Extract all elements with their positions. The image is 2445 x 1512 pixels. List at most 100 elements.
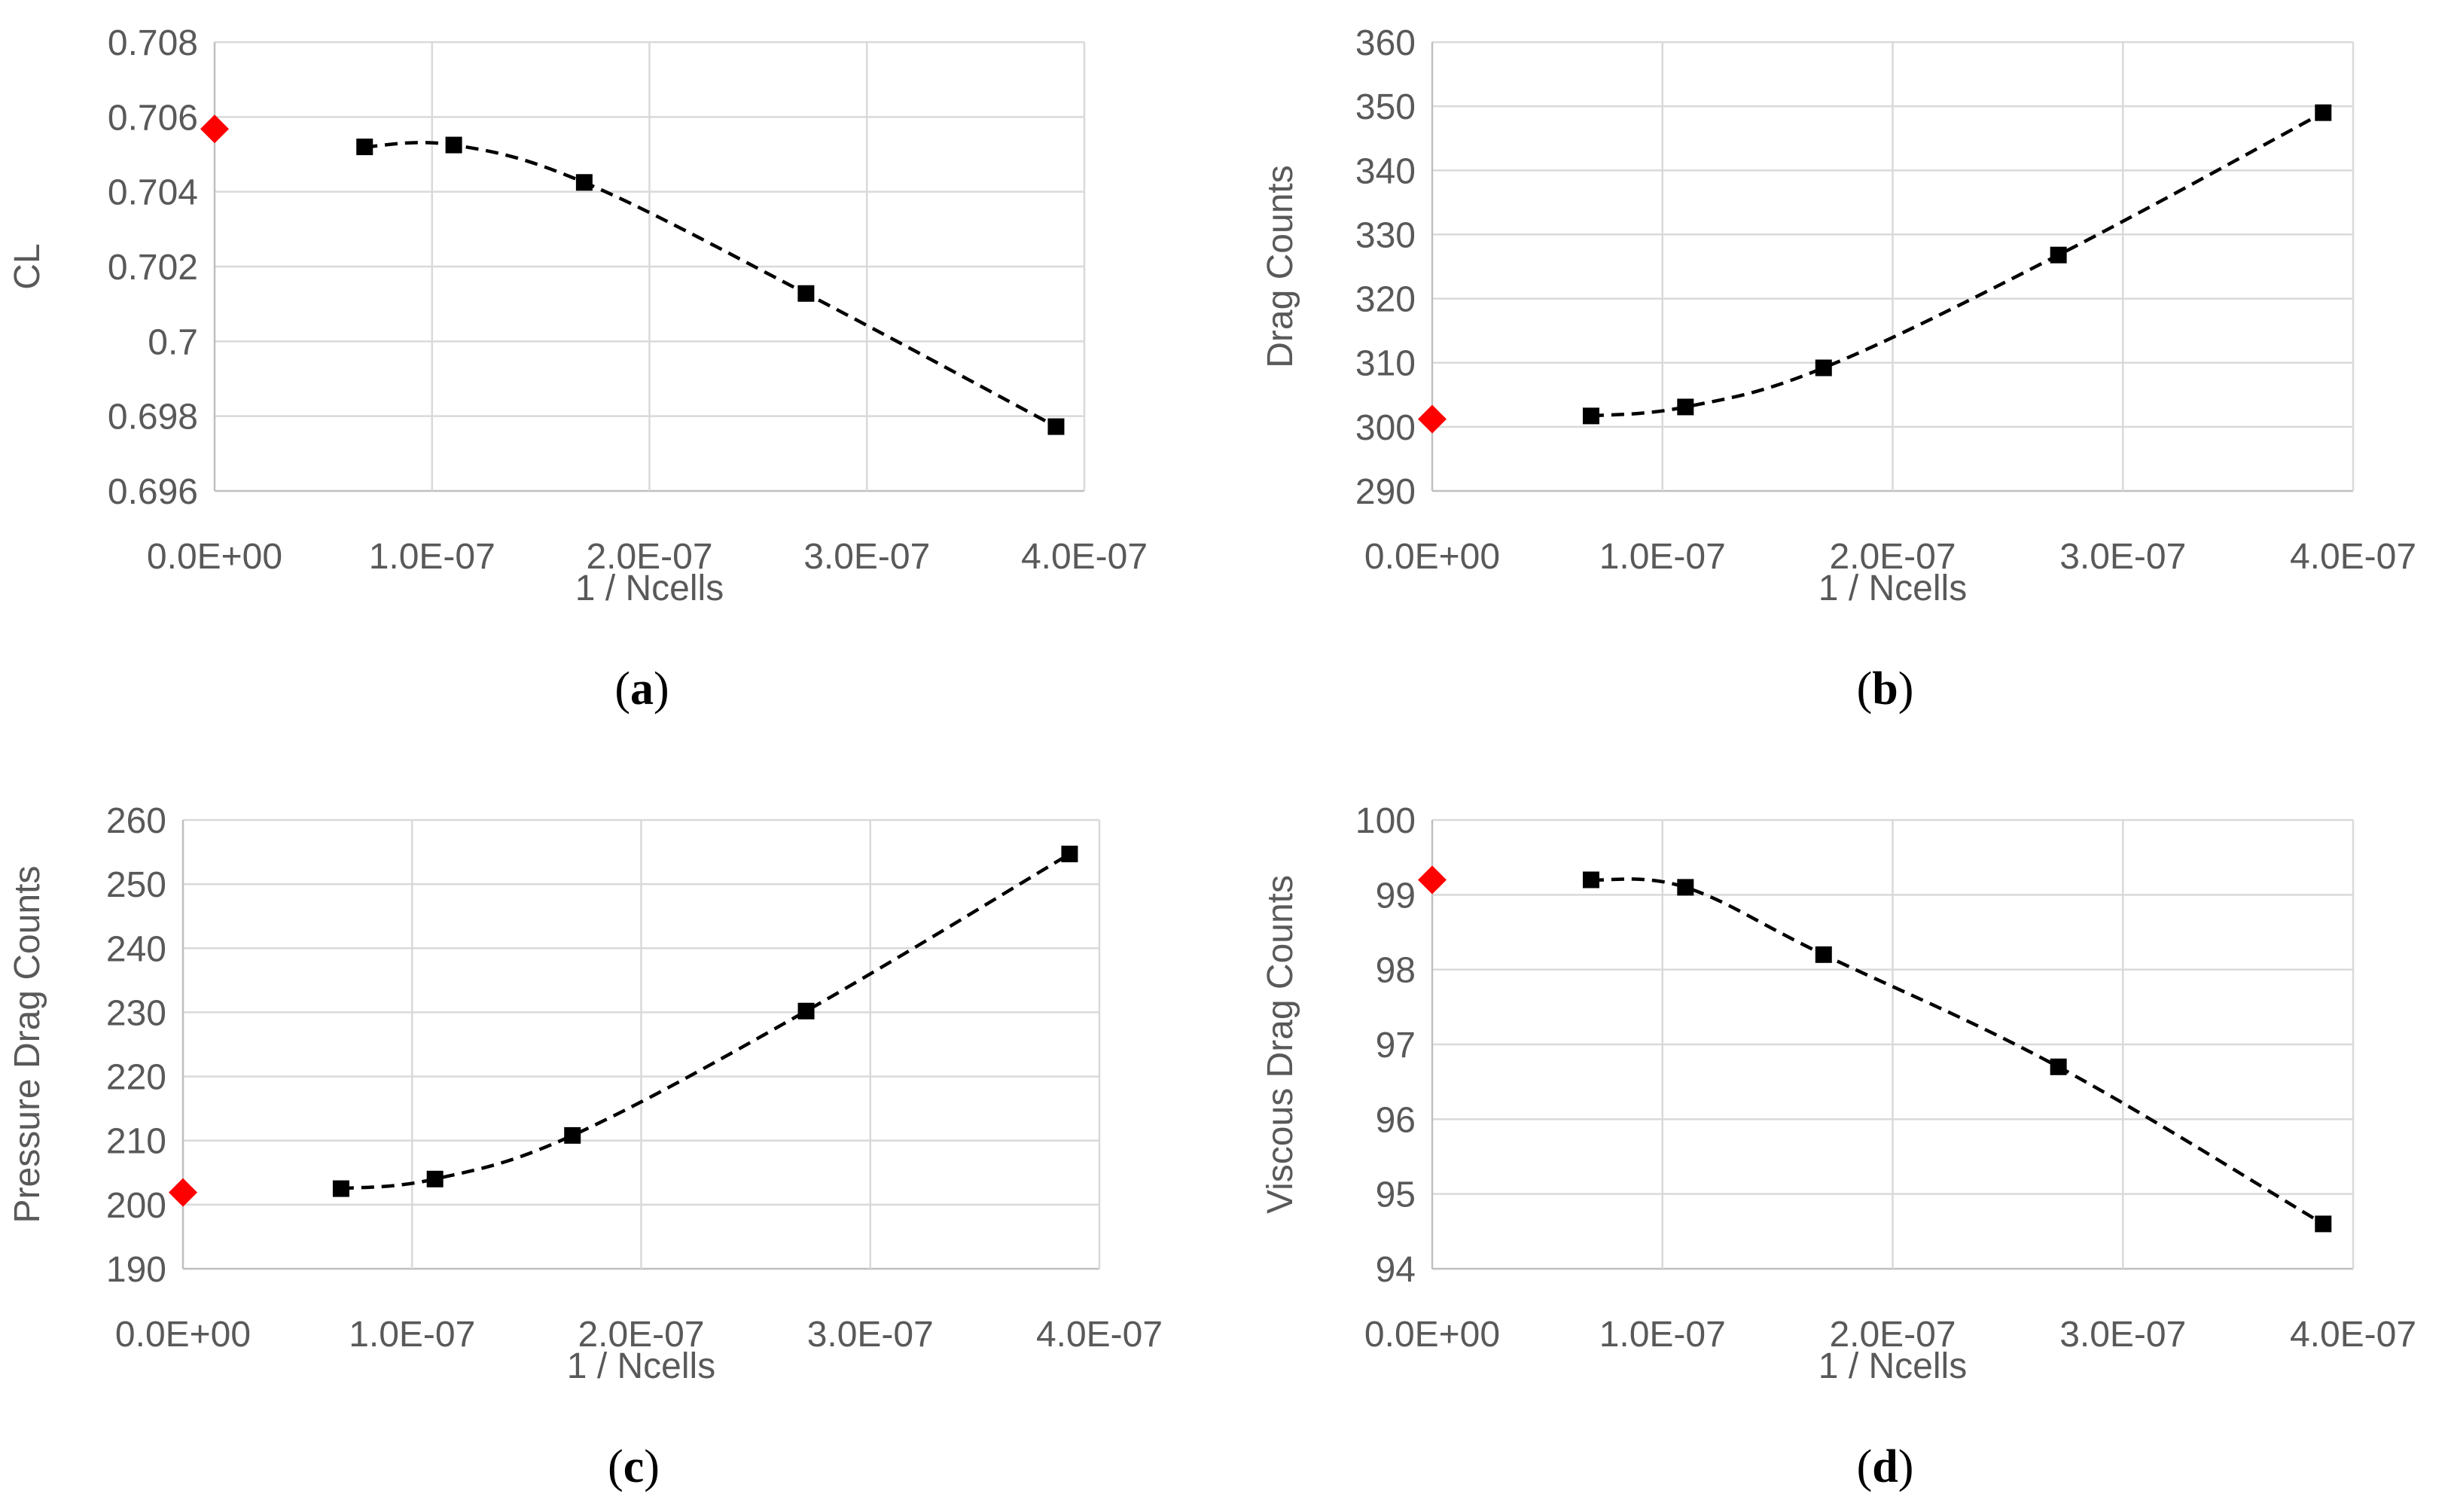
x-tick-label: 1.0E-07 — [1599, 537, 1726, 577]
data-point — [2315, 104, 2332, 121]
panel-caption: (b) — [1857, 663, 1914, 715]
y-tick-label: 0.708 — [108, 23, 198, 63]
y-tick-label: 210 — [106, 1122, 166, 1162]
chart-panel-b: 290 300 310 320 330 340 350 360 0.0E+00 1.0E-07 2.… — [1261, 23, 2416, 715]
data-point — [797, 285, 815, 302]
y-tick-label: 360 — [1355, 23, 1416, 63]
extrapolated-point — [169, 1178, 197, 1207]
x-tick-label: 4.0E-07 — [1021, 537, 1148, 577]
x-tick-label: 4.0E-07 — [2290, 537, 2416, 577]
x-tick-label: 0.0E+00 — [1364, 1315, 1500, 1355]
x-tick-label: 1.0E-07 — [1599, 1315, 1726, 1355]
y-tick-label: 95 — [1376, 1175, 1416, 1215]
x-tick-label: 2.0E-07 — [1829, 1315, 1956, 1355]
caption-letter: b — [1872, 663, 1898, 715]
y-tick-label: 250 — [106, 865, 166, 905]
data-point — [356, 139, 373, 156]
y-tick-label: 200 — [106, 1186, 166, 1226]
data-point — [2050, 1058, 2067, 1075]
panel-caption: (c) — [608, 1441, 660, 1492]
caption-letter: a — [630, 663, 654, 715]
series-line — [364, 141, 1057, 428]
caption-open-paren: ( — [1857, 663, 1873, 715]
x-tick-label: 2.0E-07 — [1829, 537, 1956, 577]
panel-caption: (d) — [1857, 1441, 1914, 1492]
data-point — [332, 1180, 349, 1197]
chart-panel-c: 190 200 210 220 230 240 250 260 0.0E+00 1.0E-07 2.… — [8, 801, 1163, 1492]
series-line — [1590, 877, 2325, 1226]
data-point — [797, 1002, 815, 1020]
y-tick-label: 96 — [1376, 1100, 1416, 1140]
y-tick-label: 0.696 — [108, 472, 198, 512]
extrapolated-point — [200, 114, 229, 144]
x-axis-title: 1 / Ncells — [567, 1346, 715, 1386]
caption-letter: d — [1872, 1441, 1898, 1492]
y-tick-label: 97 — [1376, 1026, 1416, 1065]
data-point — [1815, 946, 1832, 963]
extrapolated-point — [1418, 865, 1447, 895]
y-tick-label: 0.704 — [108, 173, 198, 213]
series-line — [340, 852, 1071, 1190]
series-line — [1590, 111, 2325, 418]
extrapolated-point — [1418, 404, 1447, 434]
y-tick-label: 220 — [106, 1058, 166, 1098]
y-tick-label: 300 — [1355, 408, 1416, 448]
y-tick-label: 260 — [106, 801, 166, 841]
data-point — [445, 136, 462, 154]
x-tick-label: 1.0E-07 — [369, 537, 495, 577]
caption-open-paren: ( — [608, 1441, 623, 1492]
y-tick-label: 99 — [1376, 876, 1416, 916]
data-point — [2315, 1215, 2332, 1233]
chart-panel-a: 0.696 0.698 0.7 0.702 0.704 0.706 0.708 0.0E+00… — [8, 23, 1148, 715]
data-point — [575, 174, 593, 191]
y-tick-label: 94 — [1376, 1250, 1416, 1290]
chart-panel-d: 94 95 96 97 98 99 100 0.0E+00 1.0E-07 2.0E-07 3.0E… — [1261, 801, 2416, 1492]
y-tick-label: 310 — [1355, 344, 1416, 384]
x-axis-title: 1 / Ncells — [1819, 1346, 1967, 1386]
x-axis-title: 1 / Ncells — [1819, 569, 1967, 608]
data-point — [1815, 359, 1832, 376]
data-point — [1061, 846, 1078, 863]
data-point — [1047, 418, 1065, 435]
y-tick-label: 100 — [1355, 801, 1416, 841]
x-tick-label: 3.0E-07 — [803, 537, 930, 577]
data-point — [1677, 398, 1694, 416]
caption-letter: c — [623, 1441, 645, 1492]
data-point — [1582, 871, 1599, 889]
caption-close-paren: ) — [1898, 663, 1914, 715]
caption-open-paren: ( — [614, 663, 630, 715]
x-tick-label: 2.0E-07 — [578, 1315, 704, 1355]
x-tick-label: 0.0E+00 — [147, 537, 282, 577]
x-tick-label: 3.0E-07 — [807, 1315, 934, 1355]
data-point — [2050, 246, 2067, 264]
y-tick-label: 0.702 — [108, 248, 198, 288]
y-tick-label: 0.7 — [148, 322, 198, 362]
y-tick-label: 350 — [1355, 87, 1416, 127]
y-tick-label: 340 — [1355, 151, 1416, 191]
x-tick-label: 1.0E-07 — [349, 1315, 475, 1355]
y-tick-label: 330 — [1355, 215, 1416, 255]
y-tick-label: 0.706 — [108, 98, 198, 138]
y-tick-label: 230 — [106, 993, 166, 1033]
y-tick-label: 98 — [1376, 951, 1416, 991]
x-tick-label: 0.0E+00 — [1364, 537, 1500, 577]
x-tick-label: 2.0E-07 — [586, 537, 712, 577]
x-axis-title: 1 / Ncells — [575, 569, 724, 608]
caption-close-paren: ) — [654, 663, 669, 715]
x-tick-label: 3.0E-07 — [2059, 1315, 2186, 1355]
y-axis-title: Viscous Drag Counts — [1261, 875, 1300, 1214]
data-point — [426, 1170, 444, 1187]
panel-caption: (a) — [614, 663, 669, 715]
caption-open-paren: ( — [1857, 1441, 1873, 1492]
y-axis-title: Pressure Drag Counts — [8, 866, 47, 1224]
data-point — [1582, 407, 1599, 425]
data-point — [1677, 879, 1694, 896]
x-tick-label: 4.0E-07 — [2290, 1315, 2416, 1355]
data-point — [564, 1126, 581, 1144]
x-tick-label: 0.0E+00 — [115, 1315, 251, 1355]
y-axis-title: CL — [8, 243, 47, 289]
y-tick-label: 290 — [1355, 472, 1416, 512]
y-axis-title: Drag Counts — [1261, 165, 1300, 367]
y-tick-label: 240 — [106, 929, 166, 969]
